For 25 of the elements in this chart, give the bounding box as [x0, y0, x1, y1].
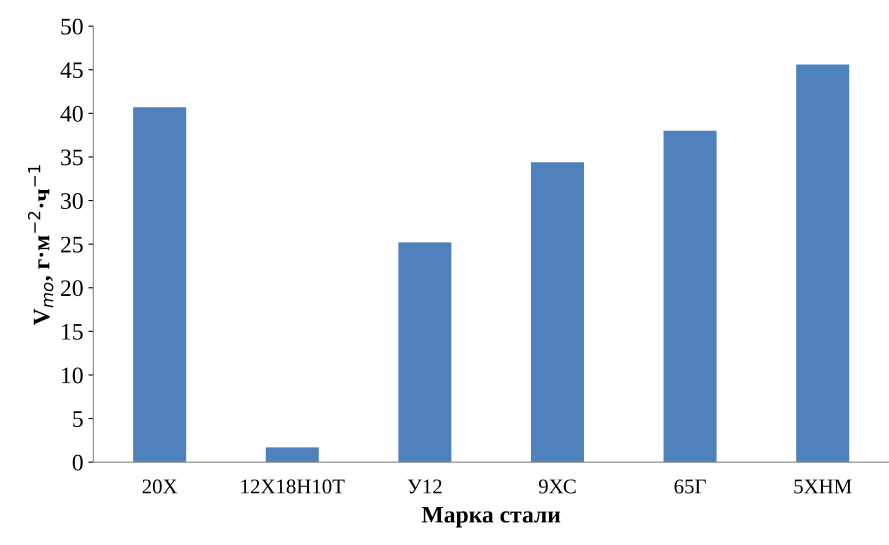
y-tick-label: 35 [61, 150, 83, 166]
x-axis-title: Марка стали [422, 506, 560, 528]
y-tick-label: 10 [62, 367, 83, 384]
bar [530, 162, 584, 462]
x-tick-label: У12 [408, 479, 442, 494]
bar [133, 107, 186, 462]
y-tick-label: 45 [60, 62, 83, 78]
bar [664, 130, 717, 462]
bar [398, 242, 452, 462]
y-axis-title: V$_{mo}$, г·м$^{−2}$·ч$^{−1}$ [28, 165, 54, 326]
bar [796, 64, 850, 462]
y-tick-label: 15 [62, 324, 83, 340]
y-tick-label: 0 [72, 454, 83, 471]
x-tick-label: 9ХС [538, 479, 576, 494]
y-tick-label: 20 [61, 280, 83, 296]
x-tick-label: 5ХНМ [794, 480, 852, 494]
x-tick-label: 65Г [674, 479, 706, 494]
y-tick-label: 30 [61, 193, 83, 209]
y-tick-label: 25 [61, 236, 83, 253]
y-tick-label: 40 [60, 106, 83, 122]
y-tick-label: 5 [73, 411, 83, 427]
x-tick-label: 20Х [142, 479, 178, 494]
x-tick-label: 12Х18Н10Т [241, 479, 345, 494]
y-tick-label: 50 [61, 18, 83, 35]
bar [266, 447, 319, 462]
